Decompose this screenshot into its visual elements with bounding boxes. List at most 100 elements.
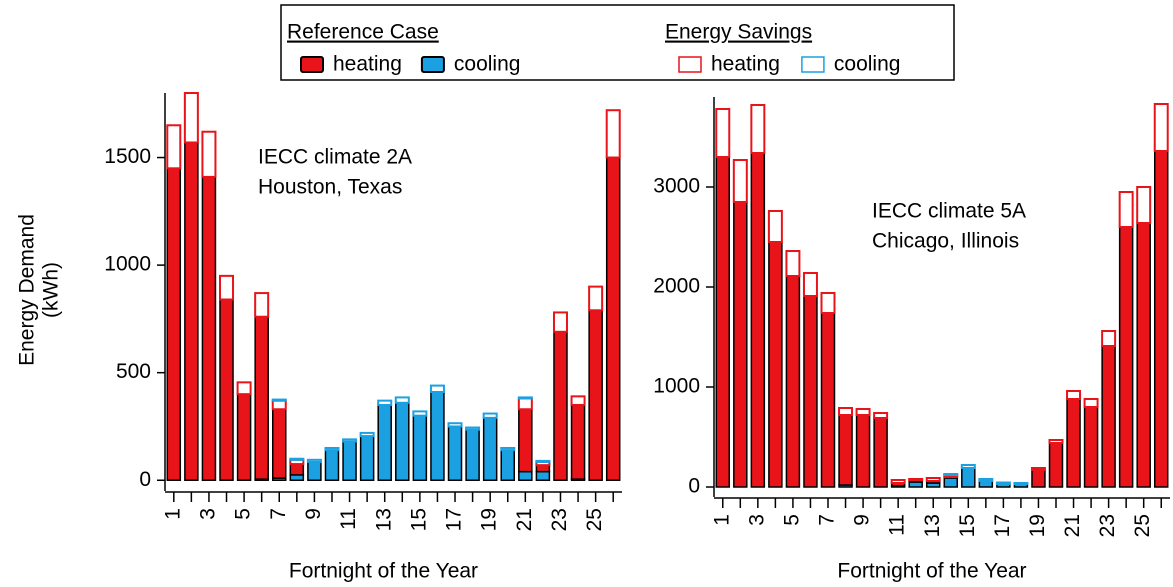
- bar: [943, 477, 959, 488]
- savings-bar: [570, 395, 586, 406]
- savings-bar: [767, 210, 783, 243]
- savings-bar: [289, 457, 305, 461]
- bar: [605, 156, 621, 481]
- bar: [307, 461, 322, 481]
- bar: [733, 201, 748, 488]
- bar: [1153, 150, 1169, 488]
- bar: [855, 414, 871, 488]
- savings-bar: [802, 272, 818, 297]
- x-axis-label: Fortnight of the Year: [837, 560, 1026, 583]
- x-tick-label: 7: [816, 514, 839, 526]
- savings-bar: [429, 384, 445, 394]
- savings-bar: [715, 108, 731, 158]
- savings-bar: [960, 464, 976, 469]
- bar: [465, 428, 480, 481]
- annotation: Houston, Texas: [258, 176, 402, 199]
- savings-bar: [1030, 467, 1046, 471]
- bar: [785, 275, 801, 488]
- x-tick-label: 23: [1096, 514, 1119, 537]
- bar: [750, 152, 766, 488]
- annotation: IECC climate 2A: [258, 146, 412, 169]
- savings-bar: [166, 124, 182, 170]
- bar: [1101, 345, 1116, 488]
- savings-bar: [342, 438, 358, 443]
- savings-bar: [838, 407, 854, 416]
- savings-bar: [377, 399, 393, 406]
- savings-bar: [605, 109, 621, 159]
- bar: [236, 393, 252, 481]
- x-tick-label: 25: [1131, 514, 1154, 537]
- legend-label: cooling: [454, 53, 521, 76]
- x-tick-label: 21: [1061, 514, 1084, 537]
- bar: [873, 417, 888, 488]
- bar: [1118, 226, 1134, 488]
- bar: [820, 312, 836, 488]
- bar: [553, 331, 568, 481]
- bar: [588, 309, 603, 481]
- savings-bar: [1118, 191, 1134, 228]
- savings-bar: [732, 159, 748, 203]
- x-tick-label: 3: [196, 508, 219, 520]
- x-tick-label: 19: [478, 508, 501, 531]
- y-tick-label: 1500: [104, 145, 151, 168]
- savings-bar: [995, 481, 1011, 485]
- savings-bar: [785, 250, 801, 277]
- legend-group-title: Reference Case: [287, 21, 439, 44]
- savings-bar: [412, 410, 428, 417]
- x-tick-label: 13: [372, 508, 395, 531]
- legend-swatch: [420, 56, 445, 73]
- bar: [289, 463, 305, 476]
- savings-bar: [908, 478, 924, 481]
- savings-bar: [324, 446, 340, 452]
- y-tick-label: 3000: [653, 175, 700, 198]
- savings-bar: [1153, 103, 1169, 152]
- y-axis-label: Energy Demand: [16, 214, 39, 366]
- savings-bar: [271, 398, 287, 402]
- savings-bar: [394, 396, 410, 404]
- bar: [412, 414, 428, 481]
- bar: [482, 417, 498, 481]
- savings-bar: [447, 422, 463, 428]
- x-tick-label: 9: [851, 514, 874, 526]
- savings-bar: [1066, 390, 1082, 400]
- legend-swatch: [801, 56, 825, 73]
- bar: [430, 391, 445, 481]
- savings-bar: [588, 285, 604, 312]
- x-tick-label: 17: [991, 514, 1014, 537]
- bar: [518, 470, 533, 481]
- savings-bar: [482, 412, 498, 419]
- legend-swatch: [300, 56, 324, 73]
- bar: [184, 141, 199, 481]
- x-tick-label: 3: [745, 514, 768, 526]
- bar: [166, 167, 182, 481]
- savings-bar: [517, 396, 533, 400]
- bar: [324, 449, 340, 481]
- bar: [289, 474, 305, 481]
- savings-bar: [183, 92, 199, 144]
- x-tick-label: 1: [710, 514, 733, 526]
- savings-bar: [359, 431, 375, 438]
- savings-bar: [306, 458, 322, 463]
- x-tick-label: 17: [443, 508, 466, 531]
- savings-bar: [465, 426, 481, 431]
- bar: [570, 404, 586, 480]
- savings-bar: [978, 478, 994, 482]
- y-tick-label: 1000: [104, 253, 151, 276]
- savings-bar: [552, 311, 568, 333]
- savings-bar: [500, 446, 516, 452]
- y-tick-label: 1000: [653, 375, 700, 398]
- bar: [201, 176, 217, 481]
- bar: [715, 156, 731, 488]
- y-tick-label: 2000: [653, 275, 700, 298]
- savings-bar: [219, 274, 235, 301]
- bar: [500, 449, 516, 481]
- legend-label: cooling: [834, 53, 901, 76]
- bar: [961, 467, 976, 488]
- savings-bar: [271, 399, 287, 411]
- x-tick-label: 15: [407, 508, 430, 531]
- x-tick-label: 15: [956, 514, 979, 537]
- x-tick-label: 21: [513, 508, 536, 531]
- legend-swatch: [678, 56, 702, 73]
- y-tick-label: 0: [688, 475, 700, 498]
